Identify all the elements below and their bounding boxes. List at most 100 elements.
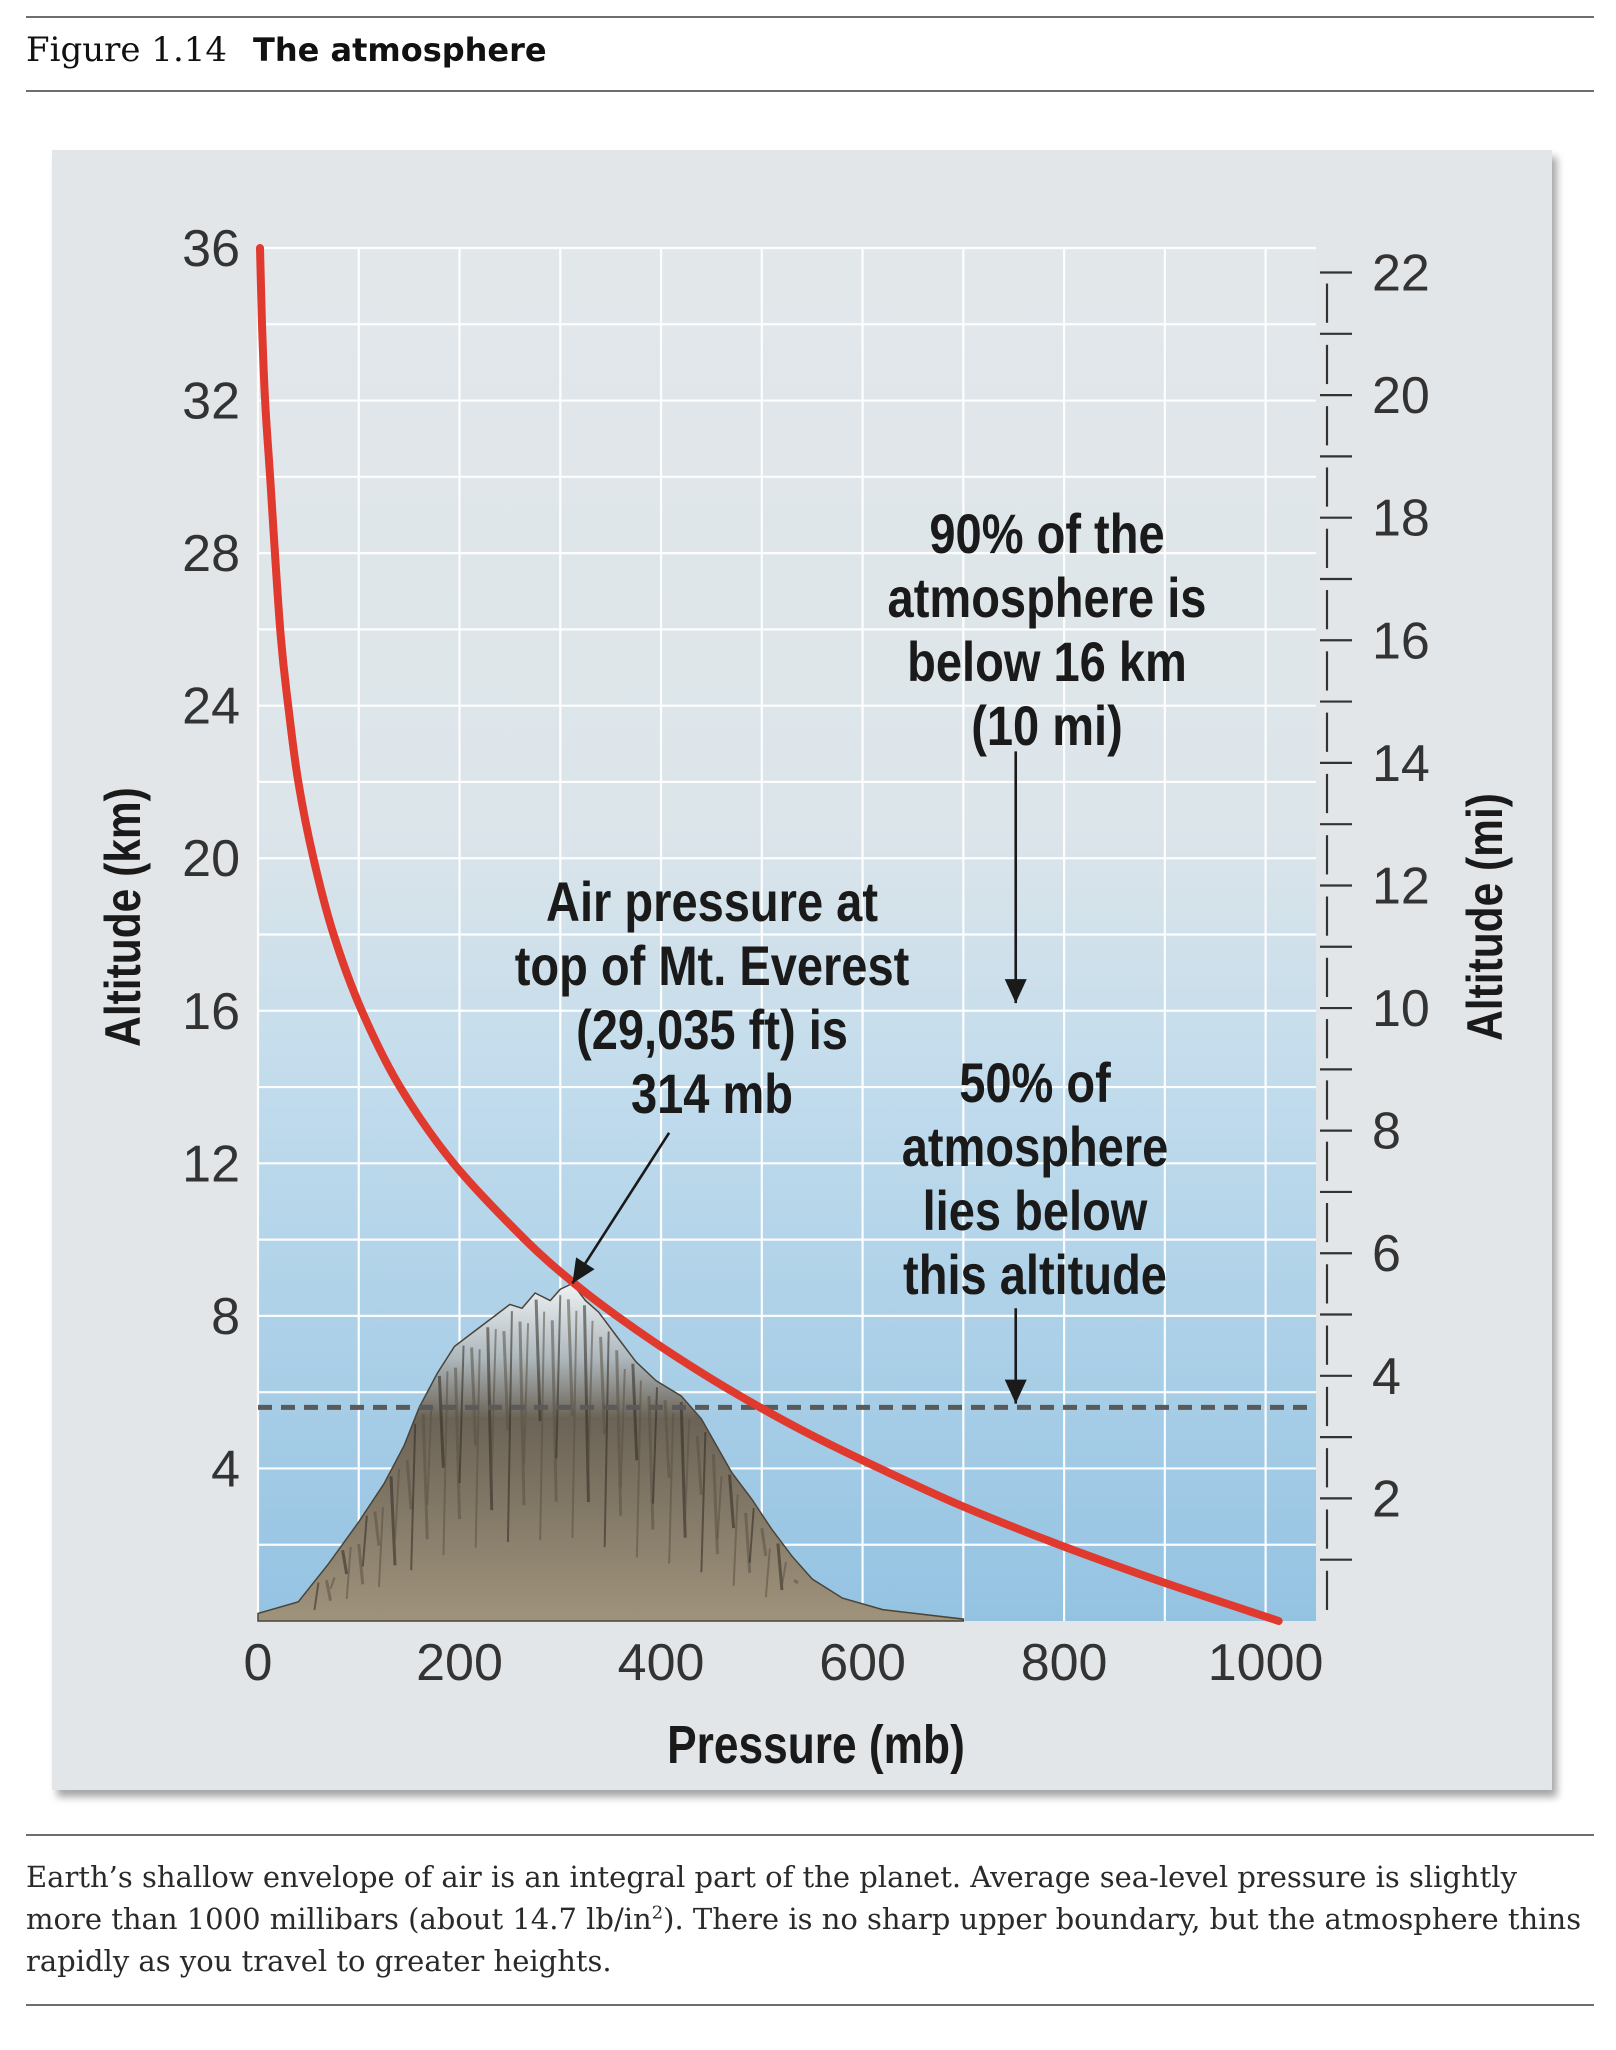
rock-streak bbox=[426, 1406, 433, 1506]
rock-streak bbox=[668, 1413, 675, 1564]
y-tick-label: 36 bbox=[182, 220, 240, 278]
rock-streak bbox=[571, 1310, 578, 1538]
miles-scale-ticks bbox=[1320, 271, 1352, 1610]
rock-streak bbox=[405, 1459, 413, 1510]
caption-text-1: Earth’s shallow envelope of air is an in… bbox=[26, 1860, 1517, 1936]
rock-streak bbox=[389, 1476, 397, 1566]
x-tick-labels: 0 200 400 600 800 1000 bbox=[244, 1634, 1324, 1692]
figure-title: The atmosphere bbox=[253, 31, 547, 69]
rock-streak bbox=[470, 1347, 478, 1446]
rock-streak bbox=[700, 1431, 707, 1573]
mountain-texture bbox=[313, 1295, 799, 1611]
y-tick-label: 4 bbox=[211, 1440, 240, 1498]
caption-superscript: 2 bbox=[651, 1902, 664, 1924]
y2-tick-label: 14 bbox=[1372, 735, 1430, 793]
x-tick-label: 1000 bbox=[1208, 1634, 1324, 1692]
rock-streak bbox=[566, 1299, 574, 1417]
y-tick-label: 8 bbox=[211, 1288, 240, 1346]
rock-streak bbox=[603, 1331, 610, 1548]
rock-streak bbox=[458, 1345, 465, 1484]
annotation-50-percent-line: 50% of bbox=[959, 1051, 1111, 1114]
x-tick-label: 400 bbox=[618, 1634, 705, 1692]
rock-streak bbox=[635, 1380, 642, 1558]
y2-tick-label: 6 bbox=[1372, 1225, 1401, 1283]
y-tick-label: 12 bbox=[182, 1135, 240, 1193]
arrow-50-percent-head bbox=[1004, 1379, 1027, 1404]
caption-text-2: ). There is no sharp upper boundary, but… bbox=[26, 1902, 1582, 1978]
rock-streak bbox=[728, 1474, 736, 1529]
y2-tick-labels: 2 4 6 8 10 12 14 16 18 20 22 bbox=[1372, 245, 1430, 1529]
x-tick-label: 200 bbox=[416, 1634, 503, 1692]
rock-streak bbox=[329, 1577, 336, 1590]
rock-streak bbox=[748, 1507, 755, 1563]
figure-number: Figure 1.14 bbox=[26, 30, 228, 70]
rock-streak bbox=[555, 1295, 562, 1459]
y-tick-label: 24 bbox=[182, 678, 240, 736]
y2-tick-label: 20 bbox=[1372, 367, 1430, 425]
y2-tick-label: 4 bbox=[1372, 1348, 1401, 1406]
y2-tick-label: 16 bbox=[1372, 612, 1430, 670]
rock-streak bbox=[793, 1579, 799, 1585]
rock-streak bbox=[534, 1299, 542, 1422]
rock-streak bbox=[394, 1469, 401, 1540]
figure-header: Figure 1.14 The atmosphere bbox=[26, 30, 547, 76]
y-tick-label: 32 bbox=[182, 373, 240, 431]
bottom-rule bbox=[26, 2004, 1594, 2006]
rock-streak bbox=[313, 1582, 320, 1611]
rock-streak bbox=[341, 1549, 349, 1575]
x-tick-label: 0 bbox=[244, 1634, 273, 1692]
pressure-curve bbox=[256, 244, 1283, 1625]
annotation-90-percent-line: (10 mi) bbox=[971, 694, 1123, 757]
rock-streak bbox=[523, 1323, 530, 1465]
rock-streak bbox=[781, 1561, 787, 1586]
y2-tick-label: 18 bbox=[1372, 490, 1430, 548]
rock-streak bbox=[325, 1580, 332, 1602]
y-tick-labels: 4 8 12 16 20 24 28 32 36 bbox=[182, 220, 240, 1498]
annotation-50-percent-line: this altitude bbox=[903, 1243, 1167, 1306]
rock-streak bbox=[373, 1511, 381, 1546]
rock-streak bbox=[732, 1494, 739, 1586]
rock-streak bbox=[764, 1548, 771, 1598]
rock-streak bbox=[760, 1527, 768, 1557]
y-tick-label: 16 bbox=[182, 983, 240, 1041]
rock-streak bbox=[377, 1507, 384, 1588]
rock-streak bbox=[502, 1330, 510, 1431]
rock-streak bbox=[490, 1329, 497, 1472]
rock-streak bbox=[442, 1371, 449, 1556]
rock-streak bbox=[615, 1350, 623, 1516]
annotation-90-percent-line: 90% of the bbox=[929, 502, 1164, 565]
header-rule bbox=[26, 90, 1594, 92]
arrow-90-percent-head bbox=[1004, 979, 1027, 1004]
rock-streak bbox=[716, 1476, 723, 1540]
annotation-everest-line: top of Mt. Everest bbox=[515, 934, 910, 997]
rock-streak bbox=[684, 1419, 691, 1516]
annotation-50-percent-line: atmosphere bbox=[902, 1115, 1169, 1178]
rock-streak bbox=[631, 1363, 639, 1461]
rock-streak bbox=[599, 1336, 607, 1435]
y-tick-label: 28 bbox=[182, 525, 240, 583]
rock-streak bbox=[361, 1515, 368, 1567]
rock-streak bbox=[437, 1375, 445, 1468]
rock-streak bbox=[647, 1396, 655, 1530]
annotation-everest-line: 314 mb bbox=[631, 1062, 793, 1125]
annotation-everest-line: Air pressure at bbox=[546, 870, 878, 933]
x-axis-label: Pressure (mb) bbox=[667, 1715, 965, 1775]
rock-streak bbox=[587, 1320, 594, 1468]
arrow-everest-head bbox=[572, 1257, 595, 1284]
top-rule bbox=[26, 16, 1594, 18]
y2-tick-label: 2 bbox=[1372, 1470, 1401, 1528]
rock-streak bbox=[776, 1543, 784, 1591]
y2-axis-label: Altitude (mi) bbox=[1457, 793, 1513, 1041]
rock-streak bbox=[410, 1423, 417, 1571]
rock-streak bbox=[453, 1367, 461, 1520]
rock-streak bbox=[539, 1311, 546, 1541]
rock-streak bbox=[421, 1413, 429, 1540]
x-tick-label: 600 bbox=[819, 1634, 906, 1692]
x-tick-label: 800 bbox=[1021, 1634, 1108, 1692]
annotation-everest-line: (29,035 ft) is bbox=[576, 998, 848, 1061]
y-tick-label: 20 bbox=[182, 830, 240, 888]
